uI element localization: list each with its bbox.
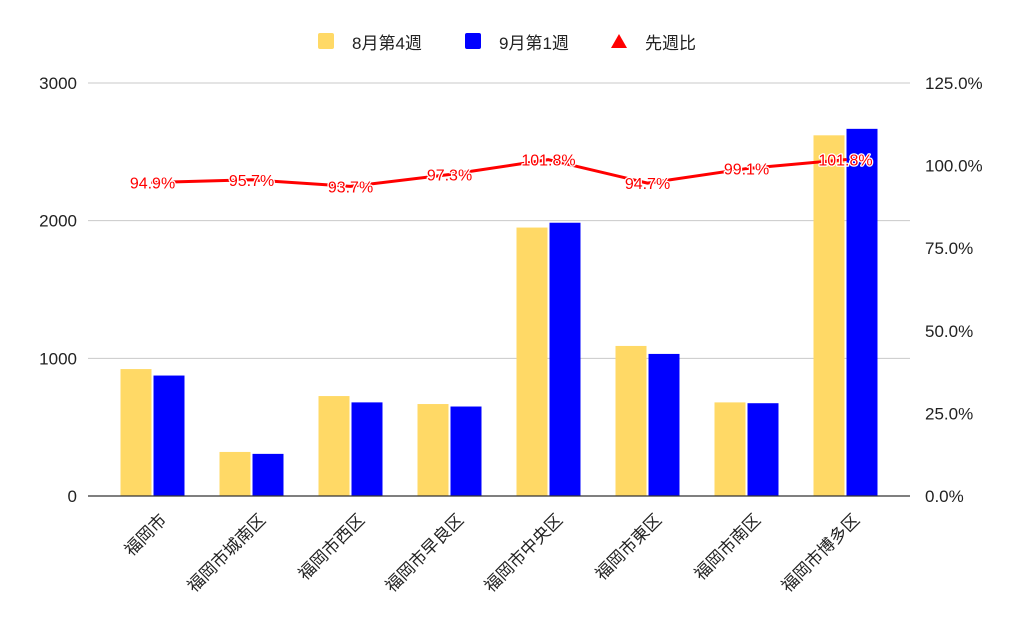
legend-label: 9月第1週 xyxy=(499,33,569,53)
x-tick-label: 福岡市中央区 xyxy=(481,510,567,596)
x-tick-label: 福岡市南区 xyxy=(691,510,765,584)
bar-series1-cat1 xyxy=(120,369,152,496)
data-label: 97.3% xyxy=(427,168,472,185)
legend-item-series-2: 9月第1週 xyxy=(465,31,569,53)
bar-series1-cat5 xyxy=(516,227,548,497)
bar-series2-cat4 xyxy=(450,406,482,496)
bar-series1-cat4 xyxy=(417,404,449,496)
gridlines xyxy=(88,82,910,359)
legend-label: 8月第4週 xyxy=(352,33,422,53)
x-tick-label: 福岡市東区 xyxy=(592,510,666,584)
x-tick-label: 福岡市城南区 xyxy=(184,510,270,596)
data-label: 93.7% xyxy=(328,179,373,196)
data-label: 94.9% xyxy=(130,175,175,192)
legend-square-icon xyxy=(318,33,334,49)
y-right-tick-label: 50.0% xyxy=(925,322,973,341)
legend-item-series-3: 先週比 xyxy=(611,31,696,53)
y-left-tick-label: 0 xyxy=(68,487,77,506)
legend-square-icon xyxy=(465,33,481,49)
data-label: 101.8% xyxy=(521,153,575,170)
y-right-tick-label: 0.0% xyxy=(925,487,964,506)
y-right-tick-label: 25.0% xyxy=(925,404,973,423)
bar-series2-cat8 xyxy=(846,128,878,496)
bar-series2-cat1 xyxy=(153,375,185,496)
x-tick-label: 福岡市西区 xyxy=(295,510,369,584)
legend-triangle-icon xyxy=(611,34,627,48)
bar-series2-cat7 xyxy=(747,403,779,496)
bar-series2-cat3 xyxy=(351,402,383,496)
data-label: 101.8% xyxy=(818,153,872,170)
y-left-tick-label: 3000 xyxy=(39,74,77,93)
y-left-tick-label: 1000 xyxy=(39,349,77,368)
ratio-line xyxy=(151,158,847,188)
bar-series2-cat5 xyxy=(549,222,581,496)
data-label: 94.7% xyxy=(625,176,670,193)
bar-series1-cat3 xyxy=(318,396,350,496)
data-label: 99.1% xyxy=(724,162,769,179)
x-tick-label: 福岡市 xyxy=(121,510,170,559)
bar-series2-cat2 xyxy=(252,453,284,496)
legend-item-series-1: 8月第4週 xyxy=(318,31,422,53)
bar-series1-cat2 xyxy=(219,451,251,496)
y-right-tick-label: 125.0% xyxy=(925,74,983,93)
bar-series1-cat6 xyxy=(615,345,647,496)
bar-series1-cat7 xyxy=(714,402,746,496)
y-left-tick-label: 2000 xyxy=(39,212,77,231)
bar-series1-cat8 xyxy=(813,135,845,496)
y-right-tick-label: 100.0% xyxy=(925,157,983,176)
x-tick-label: 福岡市早良区 xyxy=(382,510,468,596)
bars xyxy=(120,128,878,497)
data-label: 95.7% xyxy=(229,173,274,190)
y-right-tick-label: 75.0% xyxy=(925,239,973,258)
legend-label: 先週比 xyxy=(645,33,696,53)
bar-series2-cat6 xyxy=(648,353,680,496)
x-tick-label: 福岡市博多区 xyxy=(778,510,864,596)
